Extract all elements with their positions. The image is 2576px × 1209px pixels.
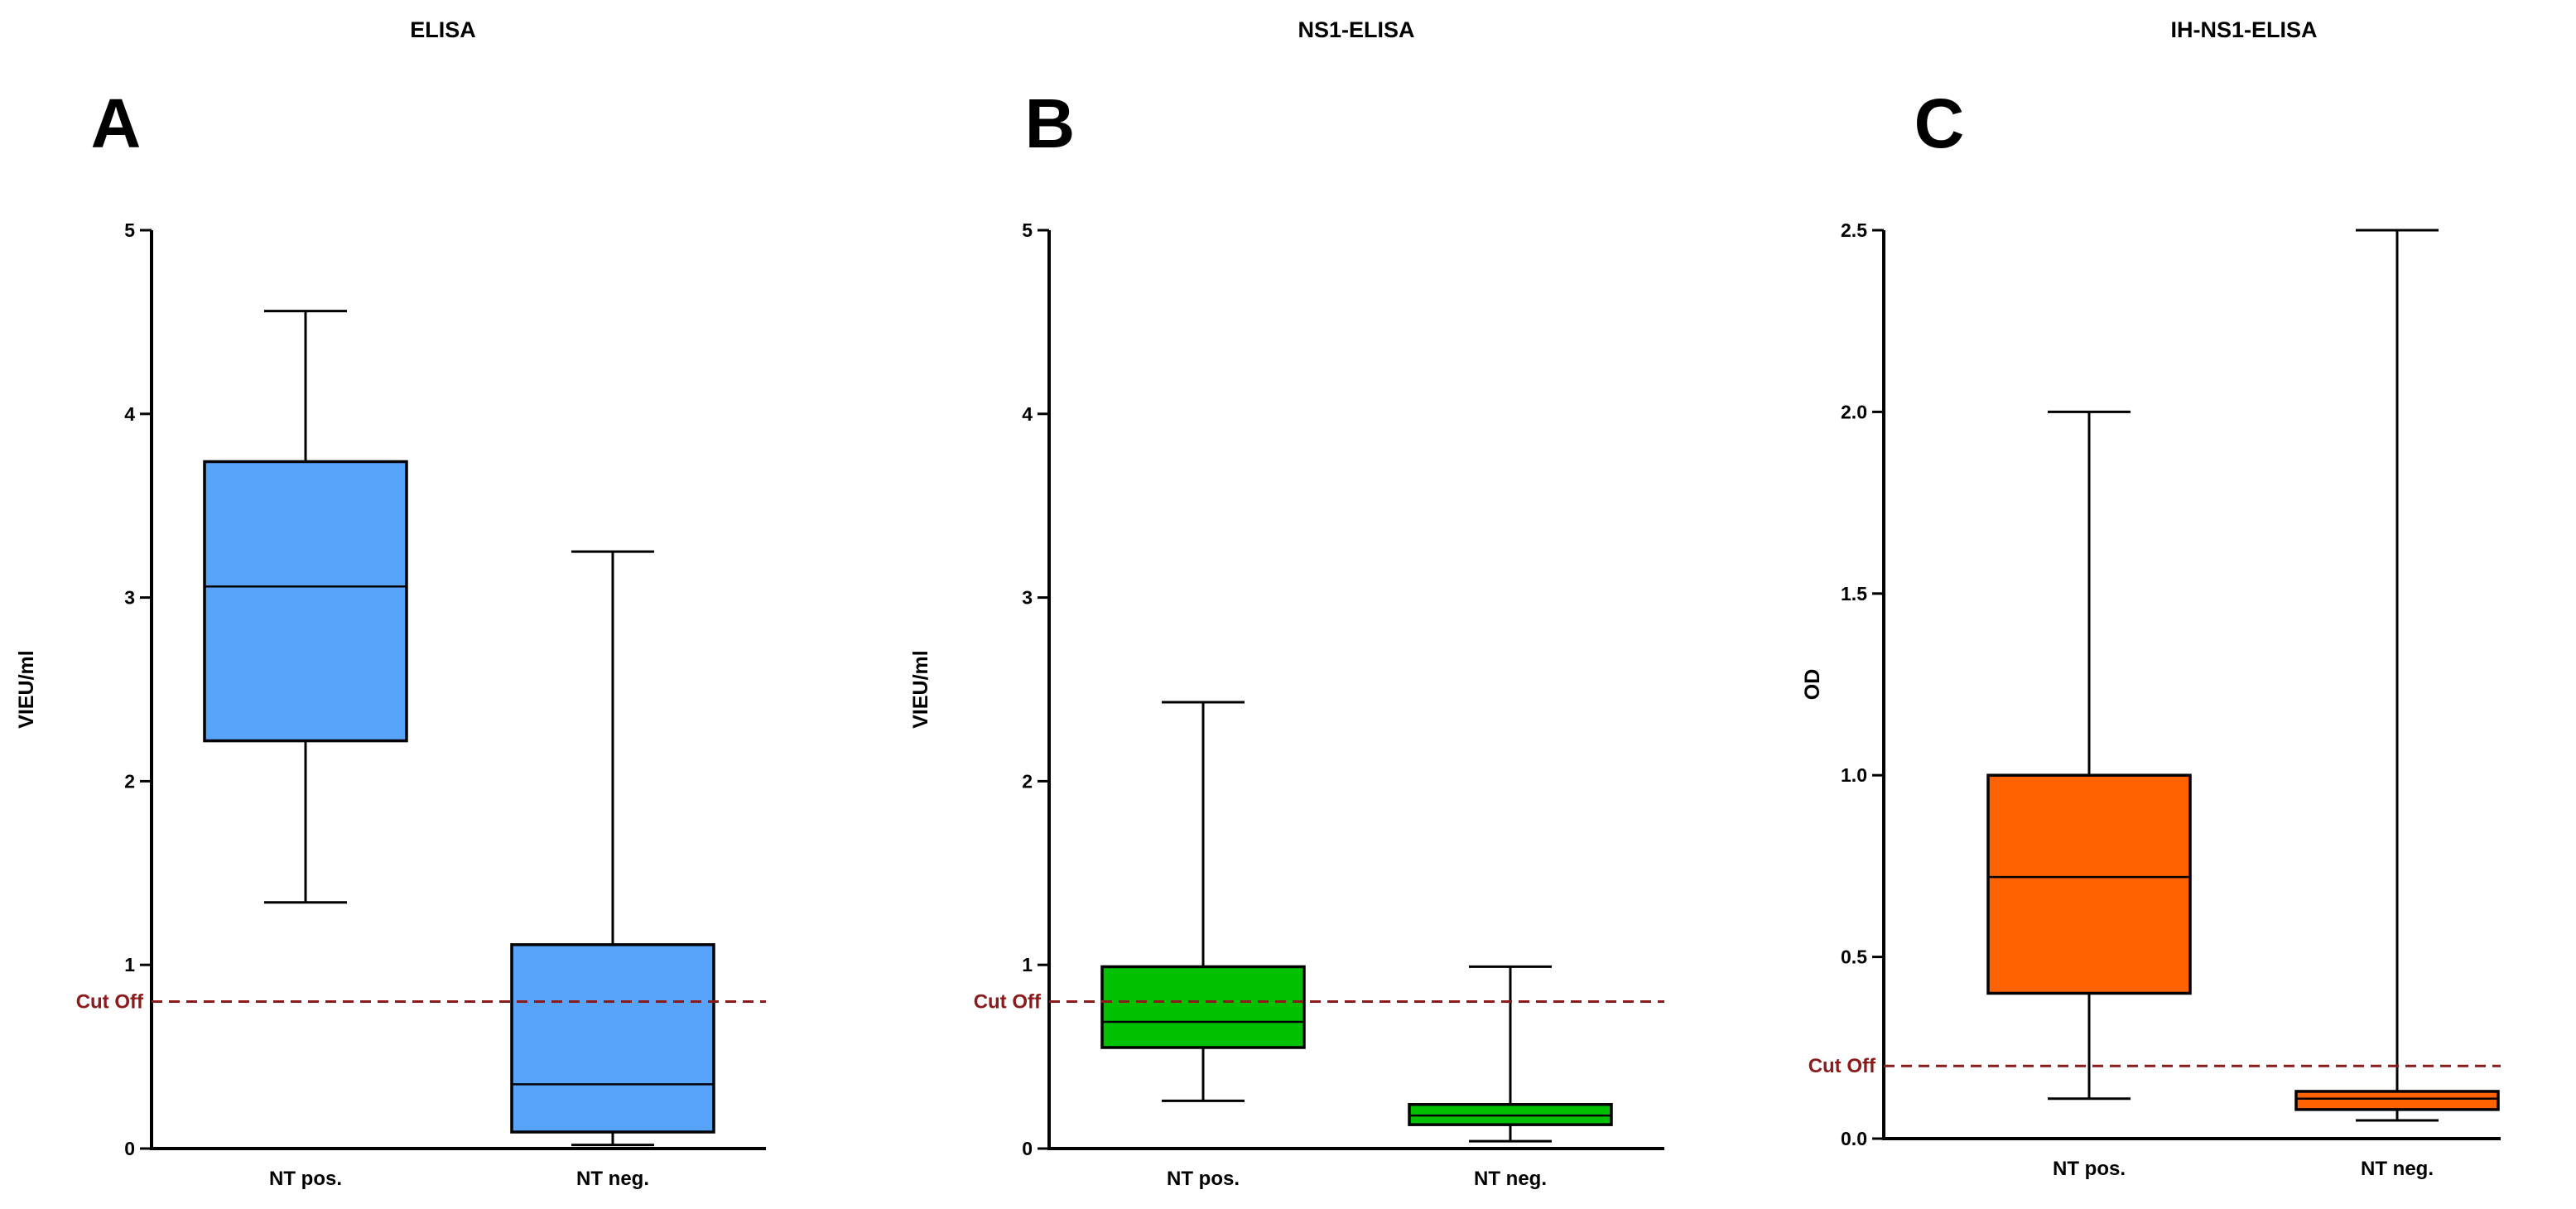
panel-b: NS1-ELISA B VIEU/ml 0 1 2 3 4 5 Cut Off NT pos. NT …: [909, 17, 1664, 1190]
panel-letter: A: [91, 84, 142, 162]
x-category-label: NT pos.: [1167, 1168, 1240, 1190]
y-tick-label: 2.5: [1841, 219, 1867, 241]
y-tick-label: 2: [124, 770, 135, 792]
y-tick-label: 0: [124, 1138, 135, 1159]
y-tick-label: 0.5: [1841, 946, 1867, 968]
y-tick-label: 1.5: [1841, 583, 1867, 604]
y-tick-label: 5: [1022, 219, 1033, 241]
y-tick-label: 1.0: [1841, 764, 1867, 786]
panel-letter: C: [1914, 84, 1965, 162]
y-tick-label: 0.0: [1841, 1128, 1867, 1149]
y-axis-label: OD: [1801, 669, 1824, 701]
box-iqr: [1986, 773, 2192, 995]
y-tick-label: 4: [1022, 403, 1033, 425]
y-tick-label: 4: [124, 403, 135, 425]
y-tick-label: 5: [124, 219, 135, 241]
panel-a: ELISA A VIEU/ml 0 1 2 3 4 5 Cut Off NT pos. NT neg.: [15, 17, 766, 1190]
y-tick-label: 1: [1022, 954, 1033, 975]
box-nt-neg: [2294, 229, 2500, 1122]
cutoff-label: Cut Off: [76, 991, 144, 1014]
y-tick-label: 2.0: [1841, 401, 1867, 422]
y-tick-label: 2: [1022, 770, 1033, 792]
panel-letter: B: [1025, 84, 1076, 162]
box-nt-neg: [1408, 965, 1613, 1143]
box-iqr: [510, 943, 715, 1134]
y-tick-label: 3: [124, 587, 135, 609]
box-nt-pos: [203, 310, 408, 904]
box-iqr: [203, 460, 408, 743]
box-nt-pos: [1100, 701, 1306, 1102]
y-axis-label: VIEU/ml: [909, 650, 932, 728]
panel-title: ELISA: [410, 17, 476, 42]
panel-title: NS1-ELISA: [1298, 17, 1414, 42]
x-category-label: NT pos.: [2053, 1158, 2126, 1180]
y-tick-label: 1: [124, 954, 135, 975]
box-nt-pos: [1986, 410, 2192, 1101]
x-category-label: NT neg.: [576, 1168, 649, 1190]
y-tick-label: 3: [1022, 587, 1033, 609]
x-category-label: NT pos.: [269, 1168, 342, 1190]
y-axis-label: VIEU/ml: [15, 650, 38, 728]
y-tick-label: 0: [1022, 1138, 1033, 1159]
panel-c: IH-NS1-ELISA C OD 0.0 0.5 1.0 1.5 2.0 2.5 Cut Off…: [1801, 17, 2501, 1180]
box-nt-neg: [510, 550, 715, 1147]
x-category-label: NT neg.: [1474, 1168, 1547, 1190]
box-iqr: [1100, 965, 1306, 1049]
cutoff-label: Cut Off: [1808, 1055, 1876, 1077]
panel-title: IH-NS1-ELISA: [2170, 17, 2317, 42]
cutoff-label: Cut Off: [974, 991, 1042, 1014]
x-category-label: NT neg.: [2361, 1158, 2434, 1180]
box-iqr: [2294, 1090, 2500, 1111]
